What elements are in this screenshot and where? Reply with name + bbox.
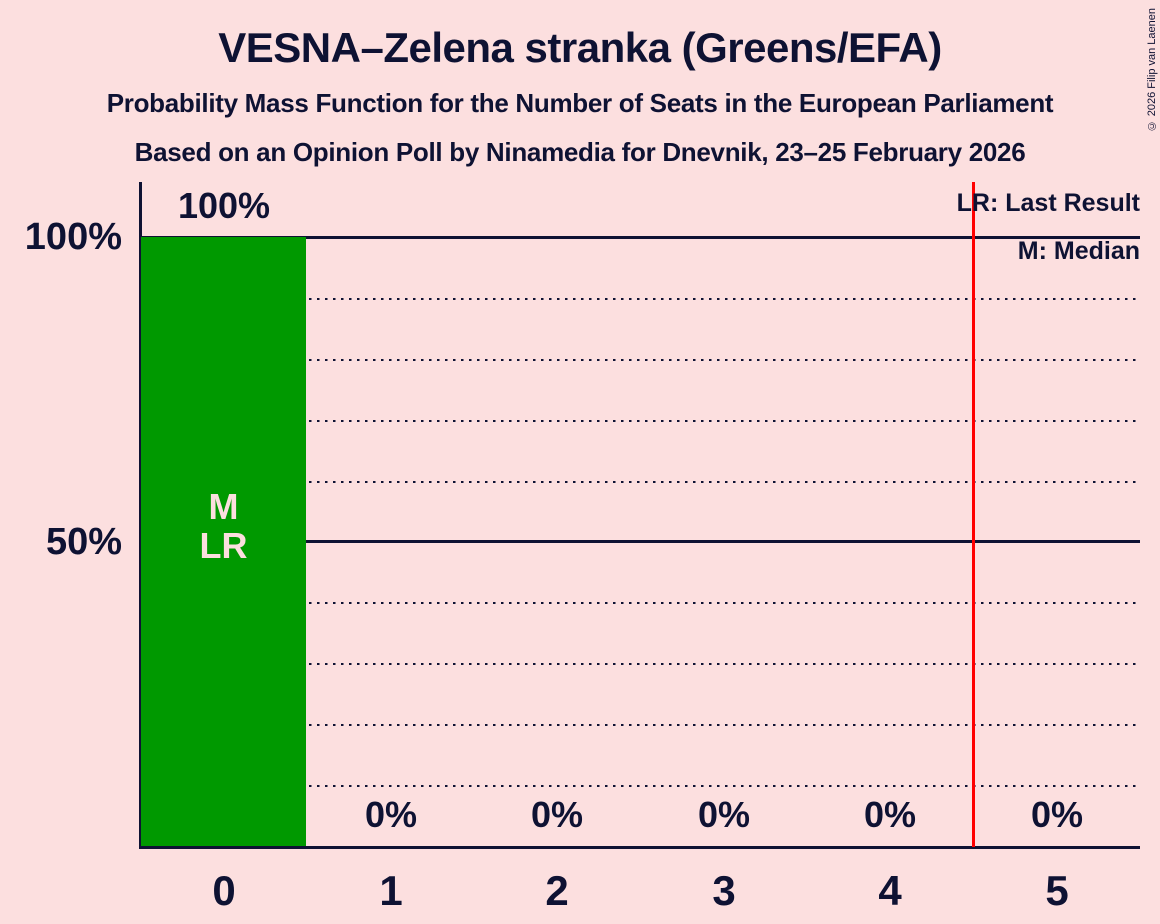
x-tick-label-1: 1	[379, 867, 403, 914]
gridline-80pct	[141, 359, 1140, 361]
bar-value-label-0: 100%	[177, 185, 271, 226]
x-tick-label-4: 4	[878, 867, 902, 914]
x-tick-label-5: 5	[1045, 867, 1069, 914]
gridline-10pct	[141, 785, 1140, 787]
gridline-90pct	[141, 298, 1140, 300]
copyright-notice: © 2026 Filip van Laenen	[1146, 8, 1158, 132]
y-axis-line	[139, 182, 142, 849]
bar-value-label-3: 0%	[697, 794, 751, 835]
median-marker-label: M	[208, 486, 239, 527]
x-tick-label-2: 2	[545, 867, 569, 914]
chart-subtitle-pmf: Probability Mass Function for the Number…	[106, 88, 1054, 118]
bar-value-label-2: 0%	[530, 794, 584, 835]
bar-value-label-1: 0%	[364, 794, 418, 835]
gridline-70pct	[141, 420, 1140, 422]
legend-last-result: LR: Last Result	[956, 189, 1140, 217]
gridline-60pct	[141, 481, 1140, 483]
gridline-40pct	[141, 602, 1140, 604]
x-tick-label-0: 0	[212, 867, 236, 914]
y-tick-label-50: 50%	[45, 521, 122, 563]
last-result-marker-label: LR	[199, 525, 248, 566]
chart-subtitle-poll: Based on an Opinion Poll by Ninamedia fo…	[134, 137, 1026, 167]
gridline-20pct	[141, 724, 1140, 726]
x-tick-label-3: 3	[712, 867, 736, 914]
bar-value-label-5: 0%	[1030, 794, 1084, 835]
bar-seats-0	[141, 237, 306, 848]
legend-median: M: Median	[1017, 237, 1140, 265]
gridline-30pct	[141, 663, 1140, 665]
last-result-line	[972, 182, 975, 847]
bar-value-label-4: 0%	[863, 794, 917, 835]
median-last-result-marker: M LR	[141, 487, 306, 565]
x-axis-line	[139, 846, 1140, 849]
y-tick-label-100: 100%	[24, 216, 122, 258]
chart-title: VESNA–Zelena stranka (Greens/EFA)	[218, 24, 942, 71]
gridline-50pct	[141, 540, 1140, 543]
gridline-100pct	[141, 236, 1140, 239]
